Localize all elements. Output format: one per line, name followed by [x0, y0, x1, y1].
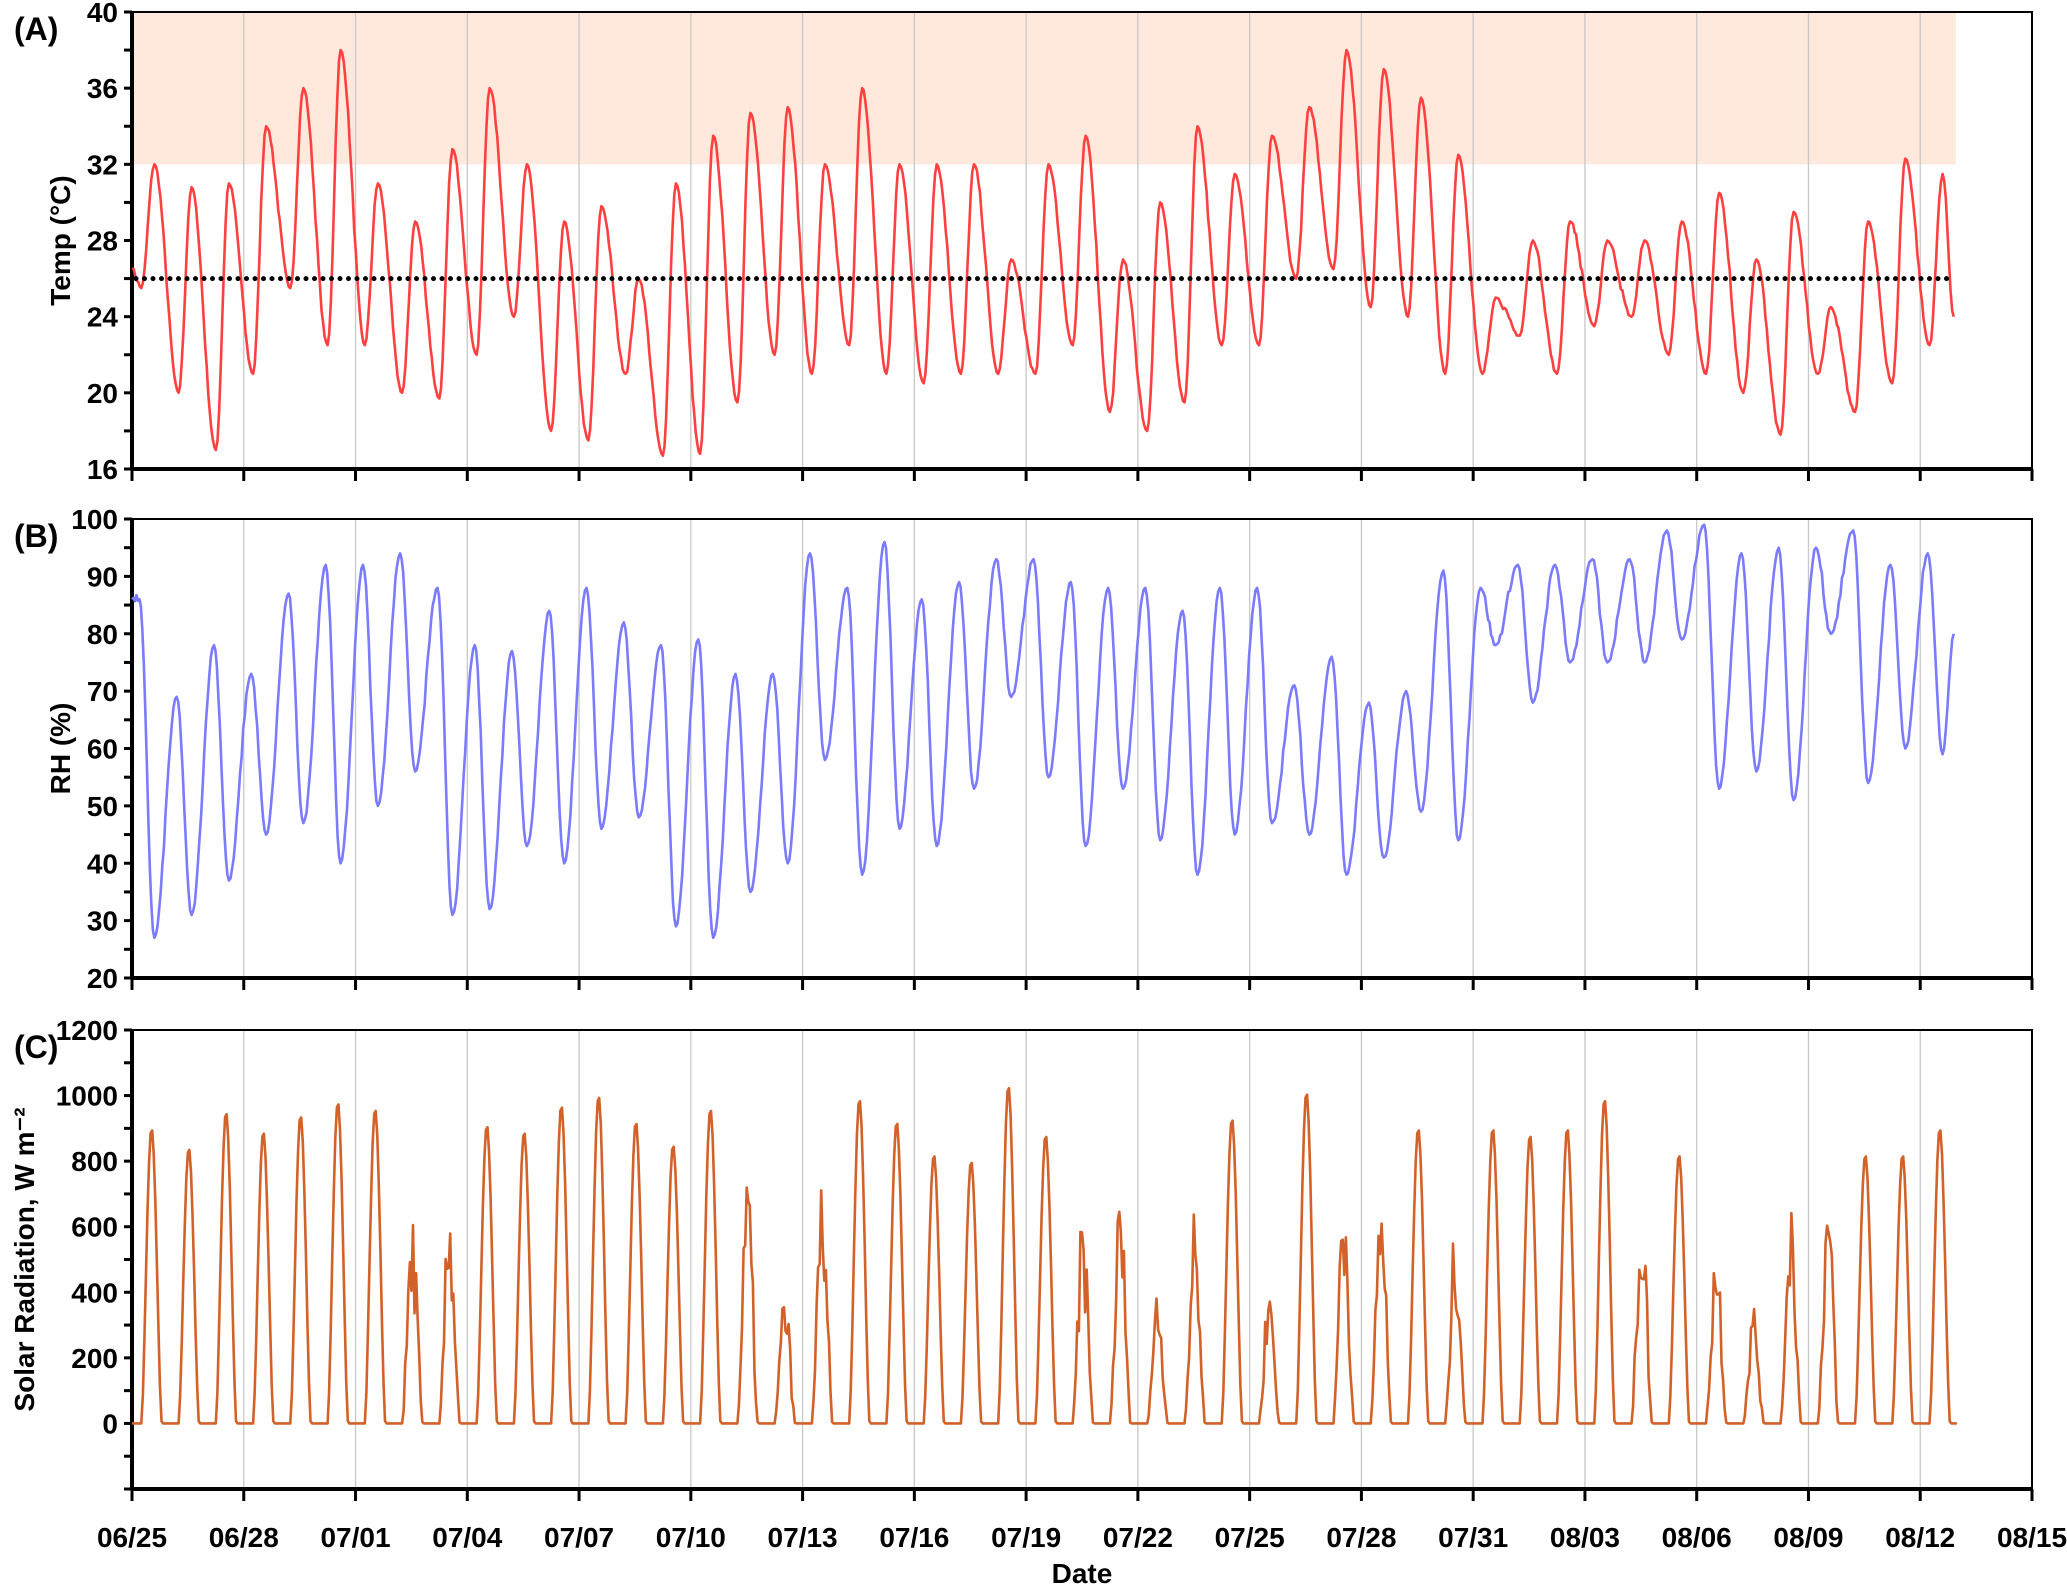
x-tick-label: 07/28	[1326, 1522, 1396, 1553]
y-tick-label: 20	[87, 963, 118, 994]
y-tick-label: 20	[87, 378, 118, 409]
y-tick-label: 800	[71, 1146, 118, 1177]
x-tick-label: 07/04	[432, 1522, 502, 1553]
x-tick-label: 06/28	[209, 1522, 279, 1553]
panel-a: 16 20 24 28 32 36 40 Temp (°C) (A)	[14, 0, 2034, 485]
y-tick-label: 100	[71, 504, 118, 535]
plot-frame	[131, 1029, 2033, 1490]
x-tick-label: 08/15	[1997, 1522, 2067, 1553]
panel-c: 0 200 400 600 800 1000 1200 Solar Radiation, W …	[9, 1015, 2034, 1501]
panel-label: (C)	[14, 1029, 58, 1065]
panel-label: (A)	[14, 11, 58, 47]
y-axis-title: Temp (°C)	[45, 175, 76, 305]
x-tick-label: 07/07	[544, 1522, 614, 1553]
y-tick-label: 36	[87, 73, 118, 104]
x-tick-label: 07/25	[1215, 1522, 1285, 1553]
x-tick-label: 06/25	[97, 1522, 167, 1553]
x-tick-label: 07/31	[1438, 1522, 1508, 1553]
y-tick-label: 28	[87, 226, 118, 257]
y-tick-label: 0	[102, 1408, 118, 1439]
x-tick-label: 07/01	[320, 1522, 390, 1553]
x-tick-label: 08/03	[1550, 1522, 1620, 1553]
y-tick-label: 24	[87, 302, 119, 333]
x-axis-title: Date	[1052, 1558, 1113, 1587]
y-tick-label: 80	[87, 619, 118, 650]
x-tick-label: 07/10	[656, 1522, 726, 1553]
y-tick-label: 16	[87, 454, 118, 485]
x-tick-label: 08/06	[1662, 1522, 1732, 1553]
x-tick-label: 08/12	[1885, 1522, 1955, 1553]
y-tick-label: 1200	[56, 1015, 118, 1046]
x-tick-labels: 06/25 06/28 07/01 07/04 07/07 07/10 07/13 07/16…	[97, 1522, 2067, 1553]
y-tick-label: 60	[87, 734, 118, 765]
y-tick-label: 32	[87, 149, 118, 180]
y-tick-label: 50	[87, 791, 118, 822]
y-tick-label: 200	[71, 1343, 118, 1374]
series-line	[131, 48, 1956, 457]
y-tick-label: 400	[71, 1277, 118, 1308]
y-tick-label: 30	[87, 906, 118, 937]
series-line	[131, 523, 1956, 940]
y-axis-title: Solar Radiation, W m⁻²	[9, 1107, 40, 1411]
y-tick-label: 40	[87, 0, 118, 28]
y-tick-label: 40	[87, 848, 118, 879]
panel-label: (B)	[14, 518, 58, 554]
x-tick-label: 07/13	[768, 1522, 838, 1553]
series-line	[132, 1086, 1958, 1425]
plot-frame	[131, 518, 2033, 979]
x-tick-label: 07/22	[1103, 1522, 1173, 1553]
y-tick-label: 90	[87, 561, 118, 592]
x-tick-label: 08/09	[1773, 1522, 1843, 1553]
panel-b: 20 30 40 50 60 70 80 90 100 RH (%) (B)	[14, 504, 2034, 994]
x-tick-label: 07/16	[879, 1522, 949, 1553]
x-tick-label: 07/19	[991, 1522, 1061, 1553]
threshold-band	[134, 12, 1956, 165]
y-tick-label: 600	[71, 1212, 118, 1243]
y-tick-label: 1000	[56, 1081, 118, 1112]
y-axis-title: RH (%)	[45, 703, 76, 795]
y-tick-label: 70	[87, 676, 118, 707]
